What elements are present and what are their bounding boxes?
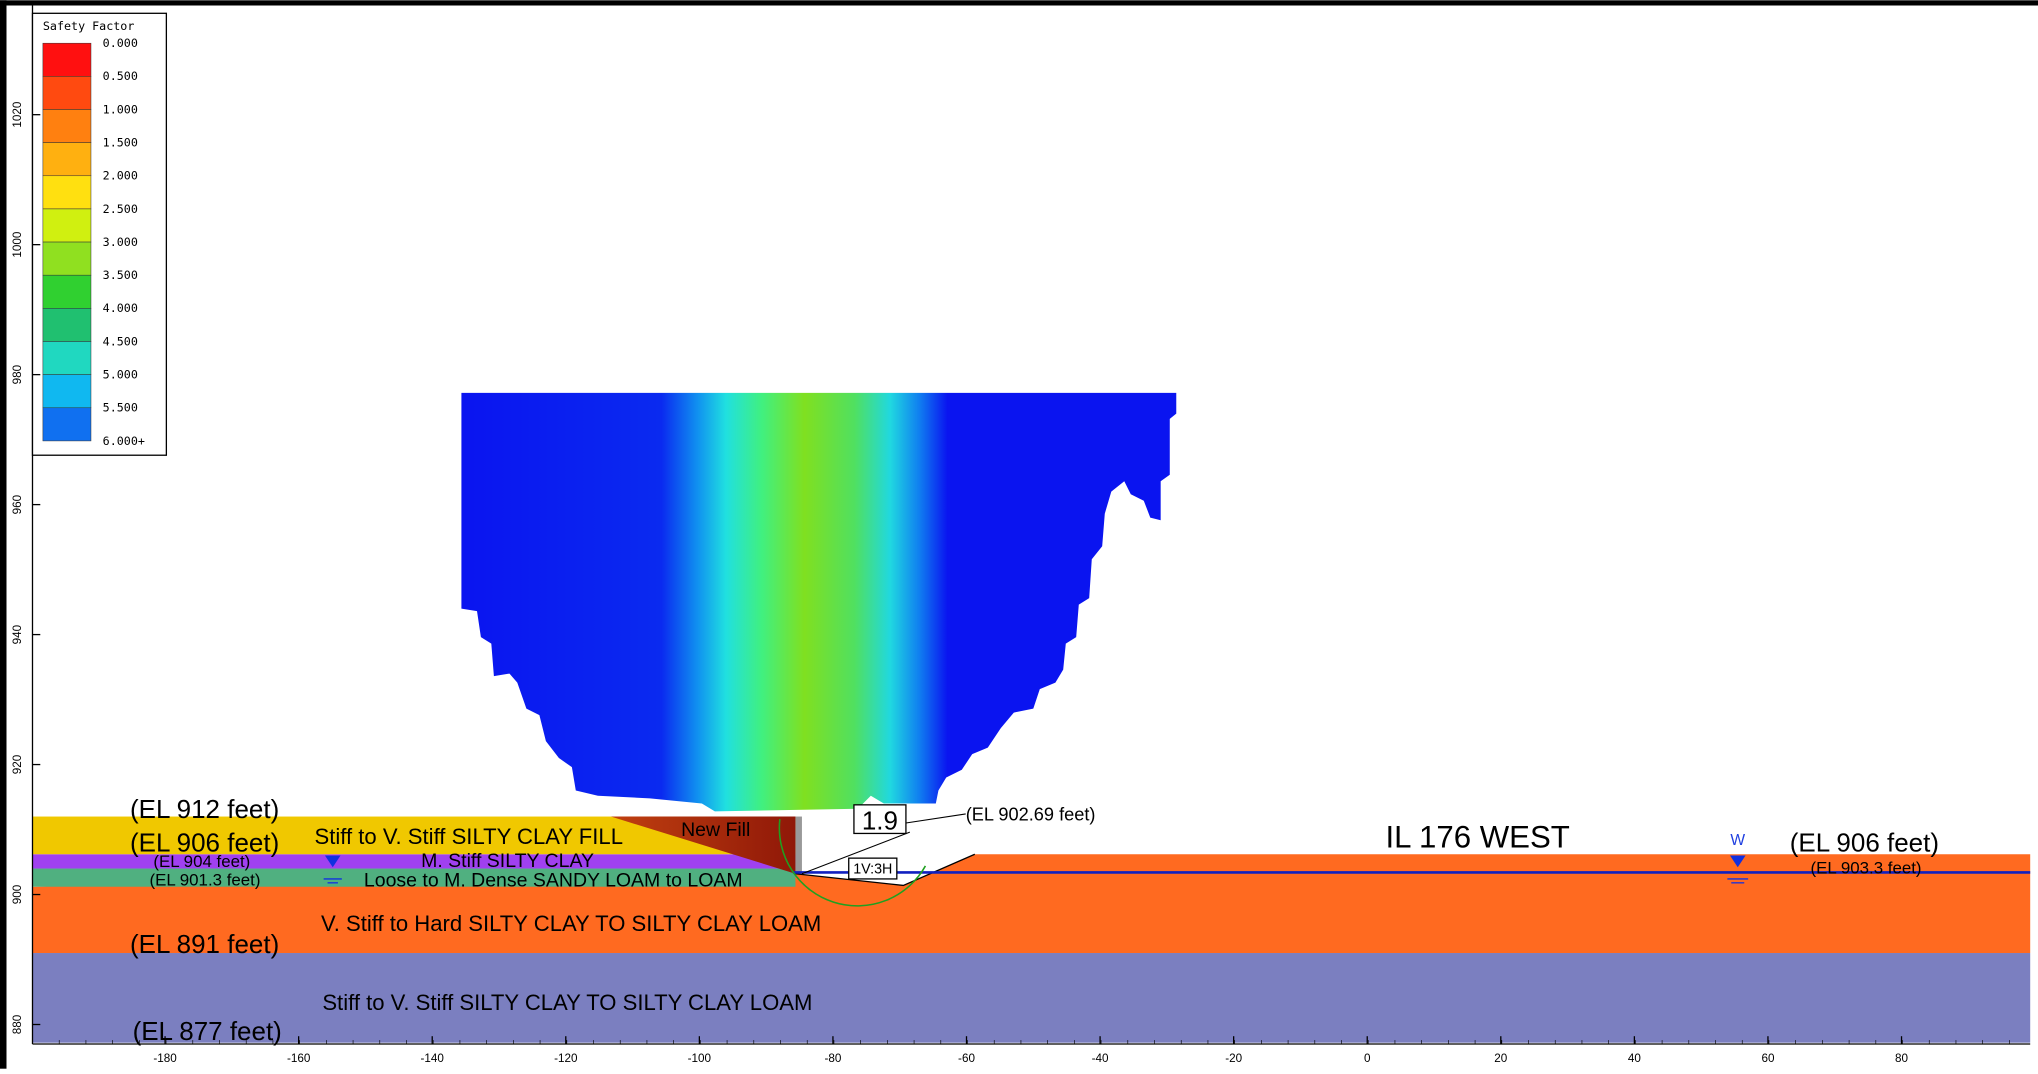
x-tick-label: 80 xyxy=(1895,1052,1908,1065)
slip-surface xyxy=(778,819,927,907)
legend-label: 2.000 xyxy=(103,169,138,183)
x-tick-label: 40 xyxy=(1628,1052,1641,1065)
x-tick-label: -120 xyxy=(554,1052,578,1065)
y-tick-label: 900 xyxy=(11,884,24,904)
legend-swatch xyxy=(42,42,92,77)
wall xyxy=(795,816,802,874)
leader xyxy=(801,831,911,875)
layer-label: V. Stiff to Hard SILTY CLAY TO SILTY CLA… xyxy=(321,911,821,936)
frame-left xyxy=(0,0,7,1069)
elevation: (EL 906 feet) xyxy=(1790,828,1939,858)
x-tick-label: -100 xyxy=(688,1052,712,1065)
layer-label: Stiff to V. Stiff SILTY CLAY TO SILTY CL… xyxy=(322,990,812,1015)
frame-top xyxy=(0,0,2038,6)
water-symbol xyxy=(1729,855,1746,868)
legend-label: 4.000 xyxy=(103,301,138,315)
y-tick-label: 960 xyxy=(11,494,24,514)
legend-swatch xyxy=(42,175,92,210)
legend-swatch xyxy=(42,109,92,143)
legend-title: Safety Factor xyxy=(43,19,134,33)
legend-label: 6.000+ xyxy=(103,434,145,448)
layer-label: Stiff to V. Stiff SILTY CLAY FILL xyxy=(315,824,623,849)
y-tick-label: 880 xyxy=(11,1014,24,1034)
layer-label: Loose to M. Dense SANDY LOAM to LOAM xyxy=(364,870,743,892)
elevation: (EL 903.3 feet) xyxy=(1811,859,1922,878)
water-marker: W xyxy=(1730,832,1745,849)
legend-swatch xyxy=(42,208,92,243)
legend-swatch xyxy=(42,407,92,442)
elevation: (EL 904 feet) xyxy=(153,852,250,871)
legend-label: 1.000 xyxy=(103,102,138,116)
elevation: (EL 891 feet) xyxy=(130,929,279,959)
x-tick-label: -40 xyxy=(1092,1052,1109,1065)
y-tick-label: 1000 xyxy=(11,231,24,258)
fos-label: 1.9 xyxy=(862,806,898,836)
slope-box xyxy=(848,857,898,880)
new-fill xyxy=(610,816,796,874)
elevation: (EL 877 feet) xyxy=(133,1016,282,1046)
legend-label: 5.000 xyxy=(103,368,138,382)
x-tick-label: -180 xyxy=(153,1052,177,1065)
layer-bottom xyxy=(32,953,2031,1043)
y-tick-label: 1020 xyxy=(11,101,24,128)
legend-swatch xyxy=(42,274,92,309)
y-tick-label: 940 xyxy=(11,624,24,644)
elevation: (EL 902.69 feet) xyxy=(966,804,1096,824)
legend-swatch xyxy=(42,308,92,342)
leader xyxy=(905,813,966,824)
x-tick-label: 20 xyxy=(1494,1052,1507,1065)
ground-surface xyxy=(795,853,976,887)
slope-label: 1V:3H xyxy=(853,862,892,878)
legend-label: 5.500 xyxy=(103,401,138,415)
layer-label: M. Stiff SILTY CLAY xyxy=(421,850,594,872)
legend-swatch xyxy=(42,341,92,375)
x-tick-label: -140 xyxy=(421,1052,445,1065)
legend-swatch xyxy=(42,374,92,409)
fos-box xyxy=(853,804,907,835)
elevation: (EL 901.3 feet) xyxy=(149,870,260,889)
legend-label: 2.500 xyxy=(103,202,138,216)
legend-label: 0.500 xyxy=(103,69,138,83)
y-tick-label: 980 xyxy=(11,364,24,384)
x-tick-label: -160 xyxy=(287,1052,311,1065)
legend-label: 0.000 xyxy=(103,36,138,50)
x-tick-label: -80 xyxy=(824,1052,841,1065)
elevation: (EL 906 feet) xyxy=(130,828,279,858)
legend-label: 3.500 xyxy=(103,268,138,282)
x-tick-label: 0 xyxy=(1364,1052,1371,1065)
legend-swatch xyxy=(42,76,92,110)
water-symbol xyxy=(324,855,341,868)
legend-label: 1.500 xyxy=(103,136,138,150)
y-tick-label: 920 xyxy=(11,754,24,774)
layer-label: New Fill xyxy=(681,819,750,841)
elevation: (EL 912 feet) xyxy=(130,794,279,824)
safety-factor-grid xyxy=(461,392,1177,812)
legend-swatch xyxy=(42,142,92,177)
axes: 0.000 0.500 1.000 1.500 2.000 2.500 3.000 3.500… xyxy=(11,36,2010,1065)
x-tick-label: -60 xyxy=(958,1052,975,1065)
legend-label: 3.000 xyxy=(103,235,138,249)
legend-swatch xyxy=(42,241,92,276)
layer-sand xyxy=(32,868,796,887)
x-tick-label: 60 xyxy=(1761,1052,1774,1065)
legend-label: 4.500 xyxy=(103,334,138,348)
road-label: IL 176 WEST xyxy=(1386,820,1570,855)
layer-purple xyxy=(32,854,796,869)
x-tick-label: -20 xyxy=(1225,1052,1242,1065)
